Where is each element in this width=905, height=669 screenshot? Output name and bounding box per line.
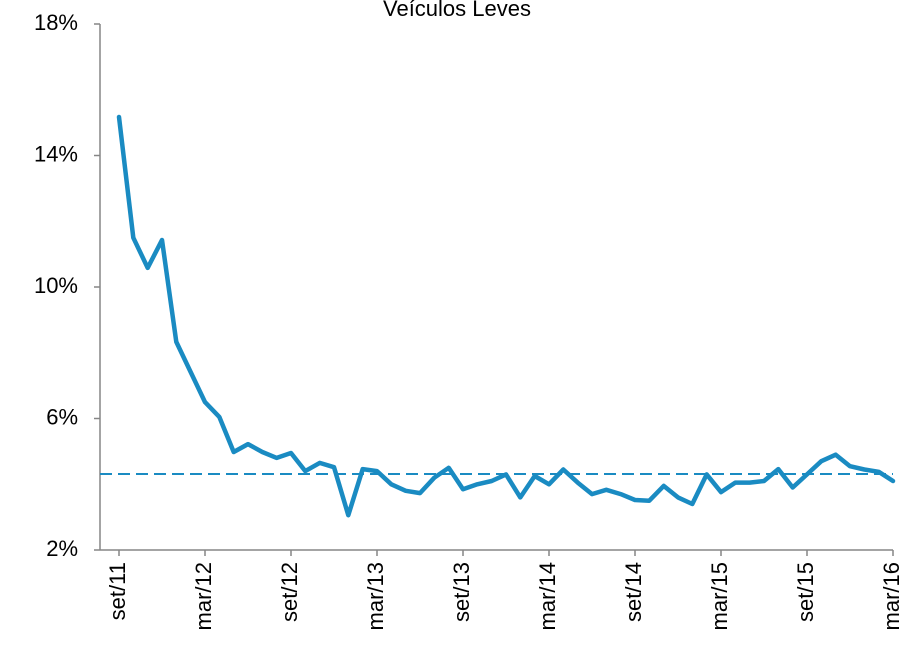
data-line	[116, 114, 896, 518]
y-tick-label: 2%	[46, 536, 78, 561]
x-tick-label: mar/16	[879, 562, 904, 630]
y-tick-label: 10%	[34, 273, 78, 298]
chart-title: Veículos Leves	[383, 0, 531, 21]
x-tick-label: mar/12	[191, 562, 216, 630]
x-tick-label: set/13	[449, 562, 474, 622]
x-tick-label: set/12	[277, 562, 302, 622]
x-tick-label: set/11	[105, 562, 130, 620]
x-tick-label: set/14	[621, 562, 646, 622]
y-tick-label: 14%	[34, 141, 78, 166]
x-tick-label: set/15	[793, 562, 818, 622]
x-tick-label: mar/13	[363, 562, 388, 630]
y-tick-label: 18%	[34, 10, 78, 35]
y-tick-label: 6%	[46, 404, 78, 429]
x-tick-label: mar/14	[535, 562, 560, 630]
x-tick-label: mar/15	[707, 562, 732, 630]
